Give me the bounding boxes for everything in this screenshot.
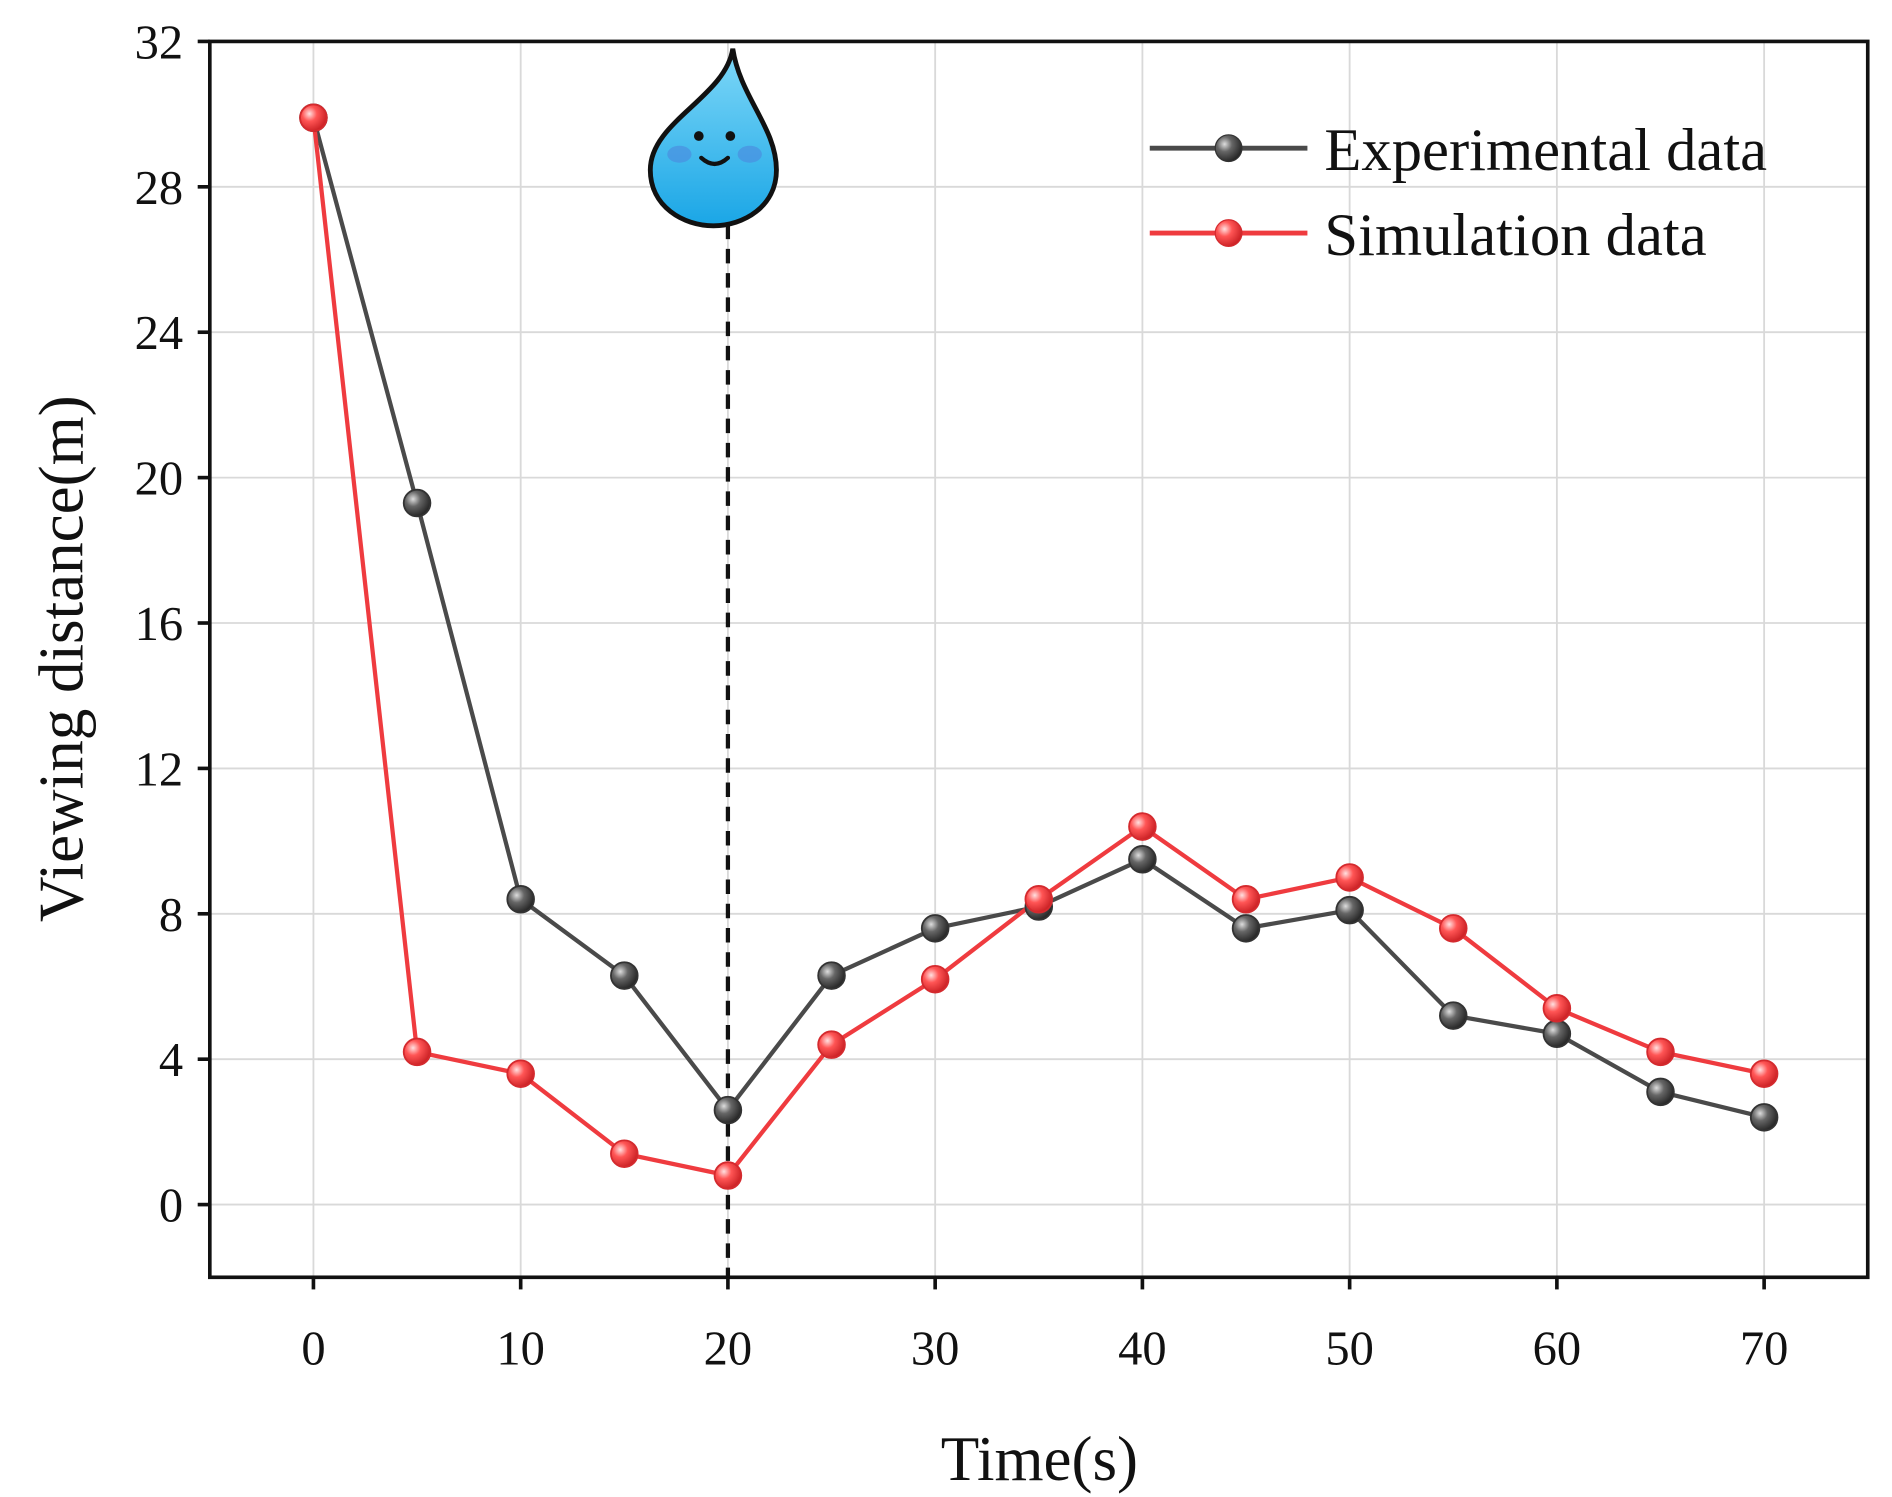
data-point-experimental [713, 1095, 743, 1125]
data-point-simulation [1024, 885, 1054, 914]
droplet-cheek [667, 145, 692, 163]
data-point-simulation [1646, 1037, 1675, 1067]
data-point-simulation [713, 1161, 743, 1190]
legend-marker-simulation [1214, 219, 1243, 247]
data-point-simulation [1542, 994, 1572, 1023]
data-point-simulation [402, 1037, 432, 1067]
data-point-experimental [1231, 914, 1261, 943]
x-tick-label: 50 [1325, 1323, 1374, 1376]
legend-label-experimental: Experimental data [1324, 117, 1767, 184]
y-tick-label: 0 [159, 1180, 183, 1233]
data-point-experimental [920, 914, 950, 943]
data-point-simulation [1128, 812, 1157, 841]
droplet-eye [693, 131, 704, 141]
legend-marker-experimental [1214, 134, 1243, 163]
x-axis-label: Time(s) [941, 1424, 1138, 1494]
data-point-experimental [506, 885, 535, 914]
y-tick-label: 28 [135, 162, 184, 215]
data-point-experimental [1128, 845, 1157, 874]
x-tick-label: 0 [301, 1323, 325, 1376]
series-markers [299, 103, 1779, 1190]
x-tick-label: 10 [496, 1323, 545, 1376]
data-point-simulation [1749, 1059, 1779, 1088]
data-point-experimental [1646, 1077, 1675, 1107]
data-point-experimental [1439, 1001, 1468, 1030]
data-point-simulation [1231, 885, 1261, 914]
y-tick-label: 16 [135, 598, 184, 651]
data-point-simulation [1335, 863, 1364, 892]
droplet-body [647, 48, 779, 229]
droplet-smile [699, 155, 731, 167]
y-tick-label: 12 [135, 743, 184, 796]
x-tick-label: 70 [1740, 1323, 1789, 1376]
data-point-simulation [506, 1059, 535, 1088]
x-tick-label: 20 [704, 1323, 753, 1376]
y-axis-label: Viewing distance(m) [26, 395, 96, 922]
data-point-experimental [1542, 1019, 1572, 1049]
y-tick-label: 20 [135, 453, 184, 506]
y-tick-label: 32 [135, 16, 184, 69]
data-point-simulation [299, 103, 328, 133]
legend: Experimental data Simulation data [1149, 117, 1767, 269]
droplet-cheek [737, 145, 762, 163]
y-tick-label: 24 [135, 307, 184, 360]
legend-label-simulation: Simulation data [1324, 202, 1706, 269]
water-droplet-icon [647, 48, 779, 229]
y-tick-label: 8 [159, 889, 183, 942]
data-point-simulation [610, 1139, 639, 1168]
data-point-simulation [1439, 914, 1468, 943]
x-tick-label: 30 [911, 1323, 960, 1376]
data-point-experimental [1335, 895, 1364, 925]
data-point-experimental [610, 961, 639, 990]
data-point-simulation [817, 1030, 846, 1059]
data-point-experimental [817, 961, 846, 990]
plot-frame [207, 39, 1870, 1280]
droplet-eye [725, 131, 736, 141]
data-point-experimental [402, 488, 432, 518]
x-tick-label: 40 [1118, 1323, 1167, 1376]
x-tick-label: 60 [1533, 1323, 1582, 1376]
data-point-experimental [1749, 1103, 1779, 1132]
axis-ticks: 0 10 20 30 40 50 60 70 0 4 8 12 16 20 24 28 32 [135, 16, 1789, 1375]
data-point-simulation [920, 964, 950, 994]
y-tick-label: 4 [159, 1034, 183, 1087]
